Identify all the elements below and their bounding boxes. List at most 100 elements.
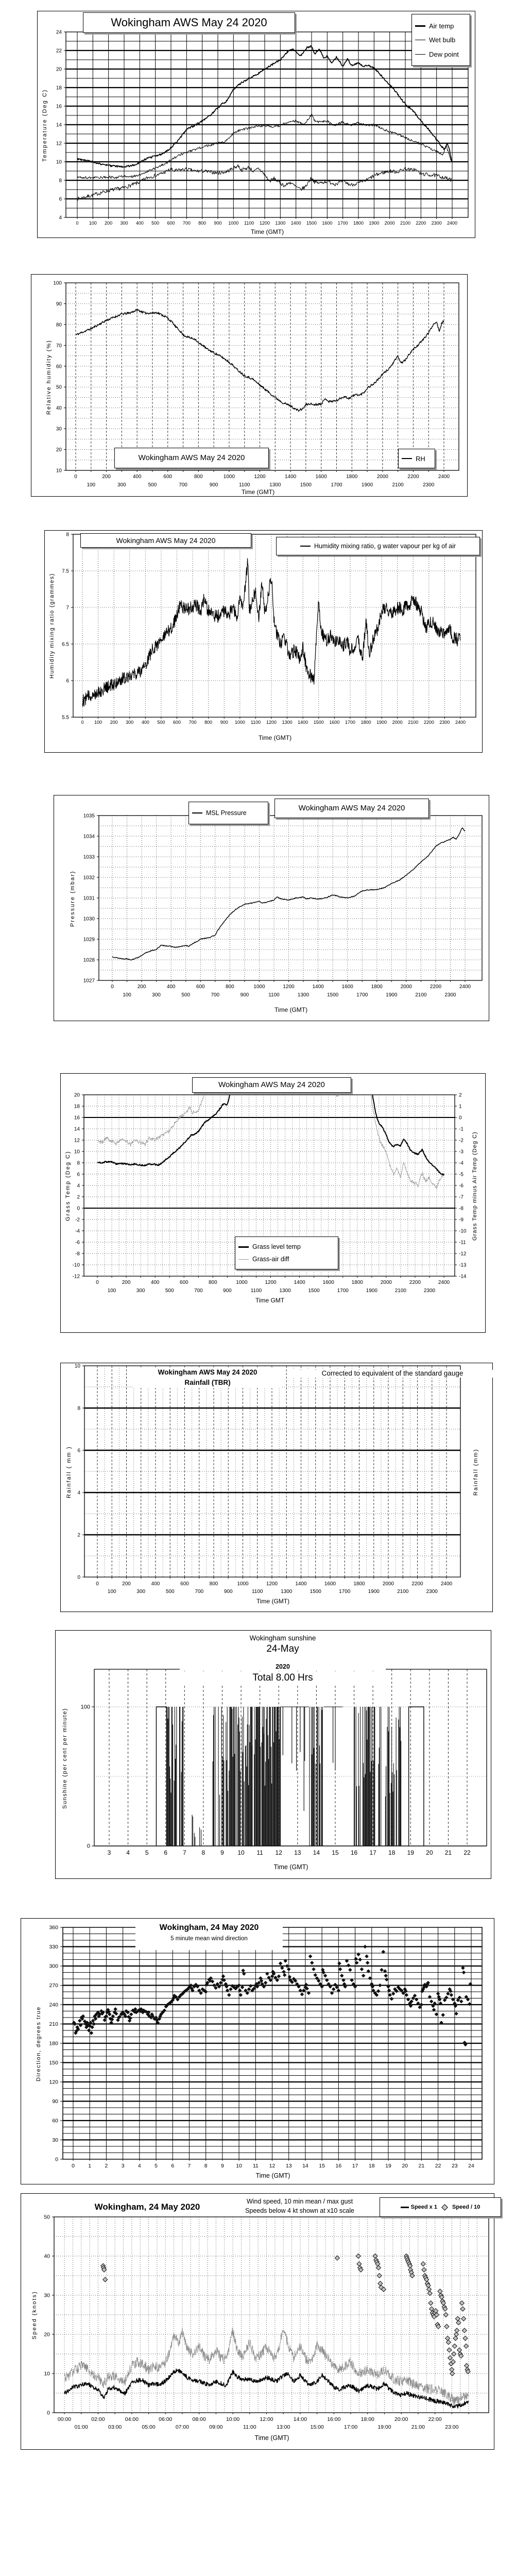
svg-text:-3: -3 [459,1149,464,1155]
svg-text:2300: 2300 [432,221,442,226]
svg-text:700: 700 [194,1288,203,1294]
svg-text:200: 200 [105,221,112,226]
svg-text:2300: 2300 [426,1589,438,1595]
svg-text:1400: 1400 [298,720,308,725]
svg-text:500: 500 [157,720,165,725]
svg-text:300: 300 [152,992,161,998]
svg-text:1700: 1700 [337,1288,349,1294]
svg-text:1200: 1200 [266,720,277,725]
legend-item: Dew point [415,50,467,58]
svg-text:0: 0 [87,1843,90,1850]
svg-text:15:00: 15:00 [310,2424,323,2430]
svg-text:60: 60 [56,364,62,369]
svg-text:1027: 1027 [83,978,95,984]
svg-text:20: 20 [56,67,62,73]
svg-text:270: 270 [49,1982,58,1989]
svg-text:300: 300 [136,1589,145,1595]
svg-text:15: 15 [319,2163,325,2169]
svg-text:03:00: 03:00 [108,2424,122,2430]
x-axis-label: Time GMT [255,1297,285,1304]
svg-text:05:00: 05:00 [142,2424,155,2430]
svg-text:2100: 2100 [392,482,404,488]
chart-relative-humidity-panel: Wokingham AWS May 24 2020 RH Relative hu… [31,274,468,497]
svg-text:2300: 2300 [423,482,435,488]
svg-text:13: 13 [286,2163,292,2169]
legend-box: RH [398,449,435,468]
svg-text:500: 500 [151,221,159,226]
svg-text:14: 14 [313,1849,320,1856]
svg-text:1100: 1100 [251,720,261,725]
svg-text:1800: 1800 [360,720,371,725]
svg-text:2400: 2400 [441,1581,453,1587]
svg-text:-4: -4 [75,1229,80,1234]
svg-text:1400: 1400 [312,984,324,990]
svg-text:-4: -4 [459,1161,464,1166]
svg-text:1000: 1000 [235,720,245,725]
svg-text:1400: 1400 [291,221,301,226]
svg-text:10: 10 [56,468,62,474]
svg-text:50: 50 [56,385,62,391]
svg-text:1300: 1300 [279,1288,291,1294]
svg-text:8: 8 [77,1161,80,1166]
svg-text:1033: 1033 [83,855,95,860]
svg-text:1000: 1000 [253,984,265,990]
svg-text:600: 600 [173,720,181,725]
svg-text:2100: 2100 [415,992,427,998]
svg-text:17: 17 [369,1849,376,1856]
svg-text:20: 20 [426,1849,433,1856]
svg-text:2200: 2200 [411,1581,423,1587]
svg-text:18: 18 [369,2163,375,2169]
svg-text:1900: 1900 [362,482,373,488]
svg-text:100: 100 [123,992,131,998]
svg-text:1200: 1200 [265,1280,277,1285]
svg-text:-8: -8 [75,1251,80,1257]
svg-text:2: 2 [105,2163,108,2169]
svg-text:8: 8 [59,178,62,184]
legend-item: Air temp [415,22,467,30]
y-axis-right-label: Rainfall (mm) [473,1448,479,1496]
svg-text:01:00: 01:00 [75,2424,88,2430]
svg-text:2100: 2100 [408,720,418,725]
svg-text:150: 150 [49,2060,58,2066]
svg-text:100: 100 [89,221,97,226]
svg-text:1000: 1000 [228,221,238,226]
chart-title-line2: Rainfall (TBR) [184,1379,231,1386]
svg-text:22: 22 [56,48,62,54]
svg-text:16: 16 [56,104,62,110]
svg-text:2200: 2200 [424,720,434,725]
svg-text:1900: 1900 [376,720,387,725]
svg-text:1700: 1700 [356,992,368,998]
chart-note-line1: Wind speed, 10 min mean / max gust [227,2198,372,2206]
svg-text:7: 7 [188,2163,191,2169]
svg-text:1700: 1700 [338,221,348,226]
svg-text:2000: 2000 [392,720,403,725]
x-axis-label: Time (GMT) [250,228,284,235]
svg-text:600: 600 [180,1581,189,1587]
svg-text:200: 200 [110,720,118,725]
svg-text:1700: 1700 [331,482,342,488]
svg-text:10: 10 [75,1364,81,1369]
svg-text:2400: 2400 [455,720,466,725]
svg-text:16: 16 [351,1849,358,1856]
legend-box: MSL Pressure [188,802,268,824]
svg-text:20:00: 20:00 [394,2416,408,2422]
svg-text:6: 6 [77,1448,80,1454]
svg-text:6.5: 6.5 [62,642,69,648]
svg-text:10: 10 [236,2163,242,2169]
svg-text:2400: 2400 [447,221,457,226]
x-axis-label: Time (GMT) [255,2172,290,2179]
svg-text:10:00: 10:00 [226,2416,239,2422]
svg-text:2100: 2100 [400,221,410,226]
svg-text:500: 500 [165,1288,174,1294]
svg-text:0: 0 [77,1575,80,1581]
y-axis-right-label: Grass Temp minus Air Temp (Deg C) [472,1131,478,1241]
svg-text:07:00: 07:00 [176,2424,189,2430]
legend-label: Dew point [429,50,459,58]
svg-text:8: 8 [66,532,69,538]
x-axis-label: Time (GMT) [274,1006,308,1013]
svg-text:2300: 2300 [439,720,450,725]
svg-text:-11: -11 [459,1240,466,1246]
svg-text:1200: 1200 [260,221,270,226]
svg-text:300: 300 [126,720,133,725]
svg-text:1900: 1900 [366,1288,378,1294]
